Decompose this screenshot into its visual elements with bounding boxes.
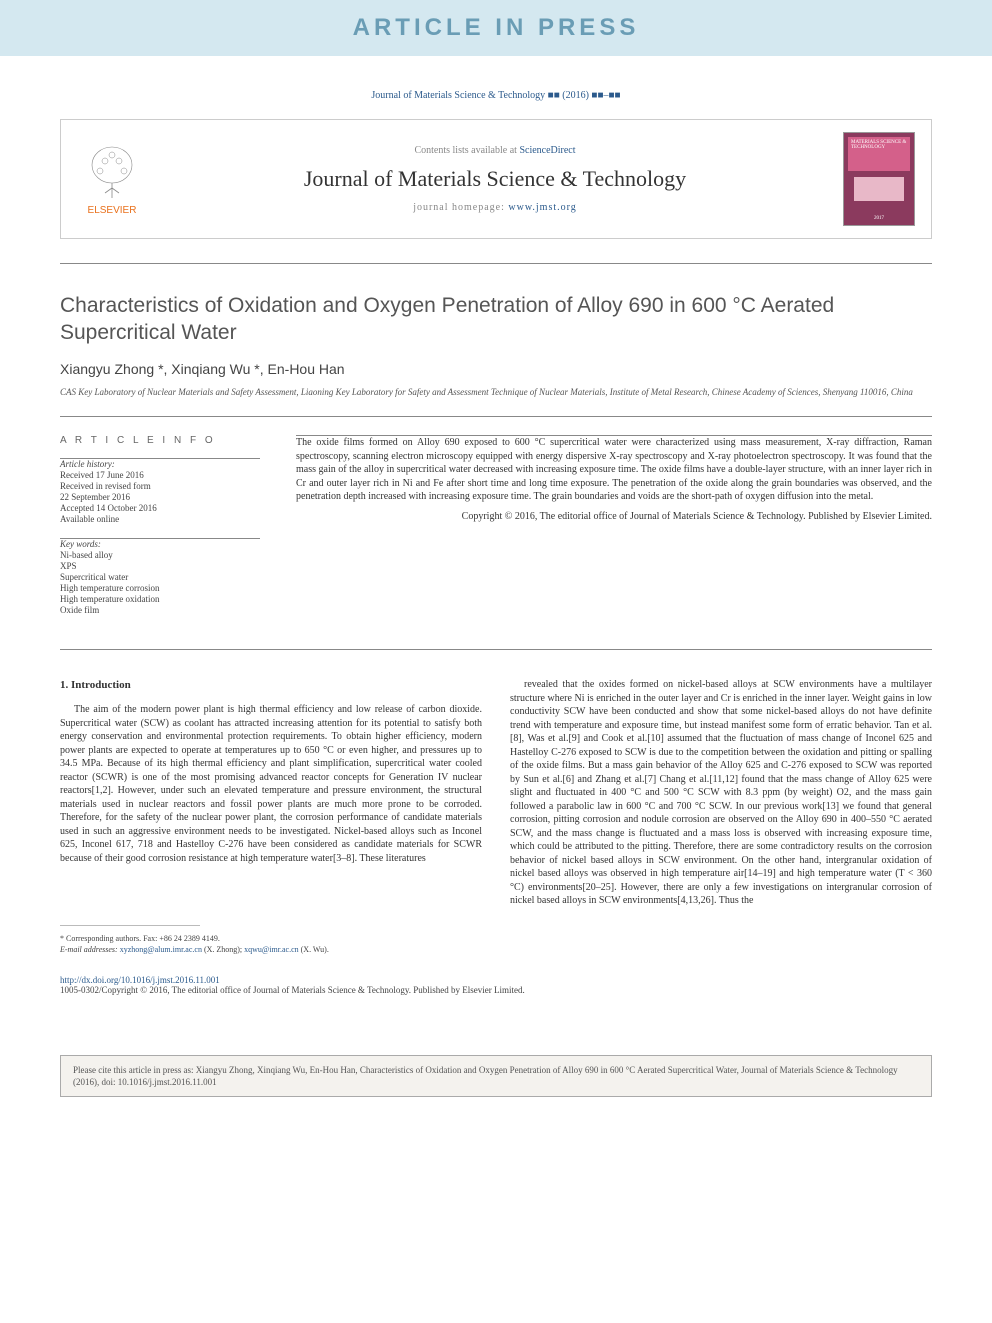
divider xyxy=(60,416,932,417)
keywords-label: Key words: xyxy=(60,539,260,549)
body-two-columns: 1. Introduction The aim of the modern po… xyxy=(60,678,932,955)
keyword: Supercritical water xyxy=(60,572,260,582)
body-column-left: 1. Introduction The aim of the modern po… xyxy=(60,678,482,955)
affiliation: CAS Key Laboratory of Nuclear Materials … xyxy=(60,387,932,399)
email-link[interactable]: xyzhong@alum.imr.ac.cn xyxy=(120,945,202,954)
history-line: Received in revised form xyxy=(60,481,260,491)
history-line: Received 17 June 2016 xyxy=(60,470,260,480)
abstract-copyright: Copyright © 2016, The editorial office o… xyxy=(296,510,932,524)
body-column-right: revealed that the oxides formed on nicke… xyxy=(510,678,932,955)
abstract-text: The oxide films formed on Alloy 690 expo… xyxy=(296,436,932,504)
body-paragraph: revealed that the oxides formed on nicke… xyxy=(510,678,932,908)
footnotes: * Corresponding authors. Fax: +86 24 238… xyxy=(60,925,482,955)
cover-title: MATERIALS SCIENCE & TECHNOLOGY xyxy=(848,137,910,171)
authors: Xiangyu Zhong *, Xinqiang Wu *, En-Hou H… xyxy=(60,361,932,377)
history-label: Article history: xyxy=(60,459,260,469)
email-link[interactable]: xqwu@imr.ac.cn xyxy=(244,945,298,954)
history-line: Available online xyxy=(60,514,260,524)
email-label: E-mail addresses: xyxy=(60,945,118,954)
keyword: XPS xyxy=(60,561,260,571)
elsevier-tree-icon xyxy=(85,143,139,203)
email-who: (X. Wu). xyxy=(301,945,329,954)
doi-line: http://dx.doi.org/10.1016/j.jmst.2016.11… xyxy=(60,975,932,985)
article-in-press-banner: ARTICLE IN PRESS xyxy=(0,0,992,56)
cover-year: 2017 xyxy=(844,216,914,221)
article-info-column: A R T I C L E I N F O Article history: R… xyxy=(60,435,260,629)
divider xyxy=(60,263,932,264)
article-info-heading: A R T I C L E I N F O xyxy=(60,435,260,446)
contents-text: Contents lists available at xyxy=(414,145,516,156)
sciencedirect-link[interactable]: ScienceDirect xyxy=(519,145,575,156)
abstract-column: The oxide films formed on Alloy 690 expo… xyxy=(296,435,932,629)
history-line: 22 September 2016 xyxy=(60,492,260,502)
homepage-label: journal homepage: xyxy=(413,202,505,213)
footnote-rule xyxy=(60,925,200,926)
article-title: Characteristics of Oxidation and Oxygen … xyxy=(60,292,932,347)
issn-copyright: 1005-0302/Copyright © 2016, The editoria… xyxy=(60,985,932,995)
keyword: High temperature oxidation xyxy=(60,594,260,604)
journal-homepage: journal homepage: www.jmst.org xyxy=(167,202,823,213)
cite-this-article-box: Please cite this article in press as: Xi… xyxy=(60,1055,932,1097)
homepage-link[interactable]: www.jmst.org xyxy=(508,202,576,213)
keyword: Oxide film xyxy=(60,605,260,615)
email-line: E-mail addresses: xyzhong@alum.imr.ac.cn… xyxy=(60,945,482,955)
keyword: High temperature corrosion xyxy=(60,583,260,593)
divider xyxy=(60,649,932,650)
contents-available: Contents lists available at ScienceDirec… xyxy=(167,145,823,156)
doi-link[interactable]: http://dx.doi.org/10.1016/j.jmst.2016.11… xyxy=(60,975,220,985)
journal-name: Journal of Materials Science & Technolog… xyxy=(167,166,823,192)
journal-cover-thumbnail: MATERIALS SCIENCE & TECHNOLOGY 2017 xyxy=(843,132,915,226)
publisher-name: ELSEVIER xyxy=(88,205,137,216)
history-line: Accepted 14 October 2016 xyxy=(60,503,260,513)
section-heading: 1. Introduction xyxy=(60,678,482,693)
journal-citation: Journal of Materials Science & Technolog… xyxy=(60,90,932,101)
journal-header: ELSEVIER Contents lists available at Sci… xyxy=(60,119,932,239)
publisher-logo: ELSEVIER xyxy=(77,143,147,216)
email-who: (X. Zhong); xyxy=(204,945,242,954)
corresponding-author: * Corresponding authors. Fax: +86 24 238… xyxy=(60,934,482,944)
keyword: Ni-based alloy xyxy=(60,550,260,560)
body-paragraph: The aim of the modern power plant is hig… xyxy=(60,703,482,865)
